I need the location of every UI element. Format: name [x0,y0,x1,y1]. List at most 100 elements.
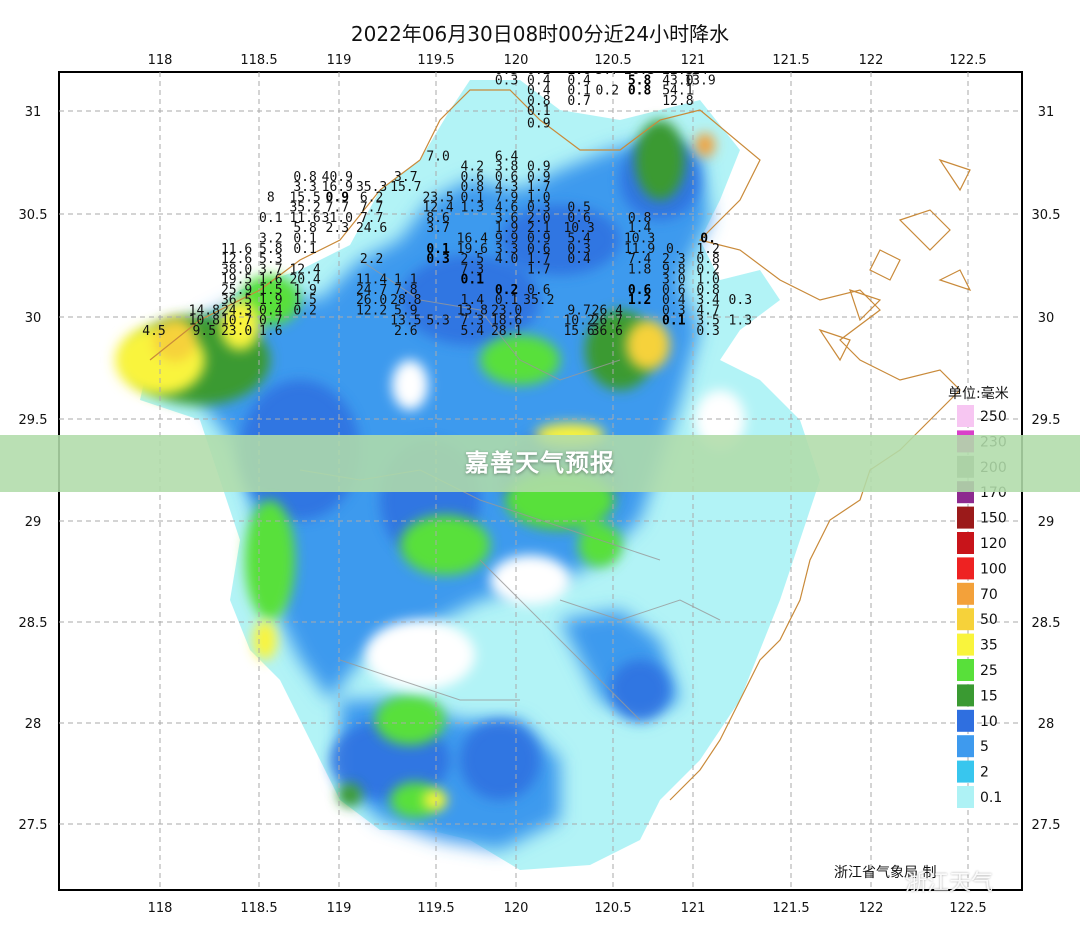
station-value: 0.2 [696,262,719,277]
station-value: 10.7 [221,314,252,329]
station-value: 0. [666,242,682,257]
station-value: 0.1 [495,293,518,308]
station-value: 0.1 [797,1,820,16]
station-value: 3.3 [495,242,518,257]
legend-label: 70 [980,587,998,603]
station-value: 1.7 [527,262,550,277]
station-value: 1.1 [461,32,484,47]
station-value: 2.0 [527,211,550,226]
station-value: 26.0 [356,293,387,308]
station-value: 0.3 [426,252,449,267]
map-body: 0.90.10.8 0.70.4 0.1 0.2 0.812.854.10.3 0.4 0.… [59,0,1022,890]
station-value: 9.7 [567,303,590,318]
station-value: 0.1 [727,32,750,47]
legend-label: 35 [980,638,998,654]
station-value: 0.4 [527,84,551,99]
station-value: 4.9 [394,0,417,6]
station-value: 5.3 [426,314,449,329]
station-value: 1.0 [527,190,550,205]
station-value: 4.1 [394,12,417,27]
legend-label: 15 [980,688,998,704]
station-value: 19.1 [563,22,594,37]
station-value: 7.3 [461,262,484,277]
station-value: 7.7 [360,211,383,226]
station-value: 12.0 [662,32,693,47]
station-value: 4.7 [527,32,550,47]
station-value: 1.4 [495,32,519,47]
station-value: 3.4 [696,293,720,308]
station-value: 9.8 [662,262,685,277]
station-value: 0. [700,232,716,247]
legend-label: 5 [980,739,989,755]
lon-tick: 120.5 [594,901,631,916]
station-value: 12.6 [221,252,252,267]
legend-swatch [957,709,974,732]
lon-tick: 120.5 [594,53,631,68]
station-value: 9.9 [495,232,518,247]
station-value: 10.3 [563,221,594,236]
station-value: 10.8 [189,314,220,329]
station-value: 12.4 [422,201,453,216]
station-value: 5.7 [596,63,619,78]
lat-tick: 29.5 [19,413,48,428]
station-value: 0.3 [495,73,518,88]
station-value: 36.5 [221,293,252,308]
lat-tick: 31 [25,105,42,120]
lon-tick: 122 [859,53,884,68]
station-value: 1.9 [259,293,282,308]
station-value: 0.8 [527,94,550,109]
lat-tick: 30.5 [1032,208,1061,223]
station-value: 1.0 [696,273,719,288]
station-value: 4.2 [461,160,484,175]
station-value: 4.3 [495,180,518,195]
legend-swatch [957,786,974,808]
station-value: 9.7 [567,32,590,47]
station-value: 0.6 [495,170,518,185]
lon-tick: 121 [681,53,706,68]
station-value: 0.2 [527,63,550,78]
station-value: 22.3 [662,63,693,78]
station-value: 0.1 [662,314,686,329]
lat-tick: 29 [25,515,42,530]
station-value: 35.2 [523,293,554,308]
station-value: 24.6 [356,221,387,236]
station-value: 7.3 [461,314,484,329]
station-value: 5.3 [259,252,282,267]
station-value: 1.3 [461,201,484,216]
station-value: 11.6 [221,242,252,257]
station-value: 12.4 [356,12,387,27]
station-value: 15.6 [563,12,594,27]
legend-swatch [957,760,974,783]
station-value: 2.3 [662,252,685,267]
station-value: 3.1 [326,12,349,27]
station-value: 1.2 [696,242,719,257]
station-value: 9.5 [193,324,216,339]
station-value: 1.5 [259,283,282,298]
station-value: 10.4 [422,22,453,37]
legend-swatch [957,506,974,529]
station-value: 2.1 [527,221,550,236]
station-value: 1.6 [259,324,282,339]
station-value: 20.2 [563,0,594,6]
station-value: 31.0 [322,211,353,226]
credit-text: 浙江省气象局 制 [834,865,937,881]
station-value: 10.2 [563,314,594,329]
station-value: 4.5 [142,324,165,339]
station-value: 3.5 [696,314,719,329]
station-value: 0.3 [662,303,685,318]
station-value: 7.2 [628,0,651,6]
station-value: 0.4 [293,1,317,16]
station-value: 0.8 [628,84,652,99]
legend-label: 150 [980,511,1007,527]
legend-swatch [957,684,974,707]
station-value: 2.3 [495,12,518,27]
station-value: 5.9 [394,303,417,318]
station-value: 0.8 [293,170,316,185]
legend-swatch [957,608,974,631]
station-value: 0.4 [527,73,551,88]
station-value: 0.6 [662,283,685,298]
station-value: 40.9 [322,170,353,185]
station-value: 0.3 [567,242,590,257]
legend-label: 10 [980,714,998,730]
station-value: 26.3 [624,63,655,78]
